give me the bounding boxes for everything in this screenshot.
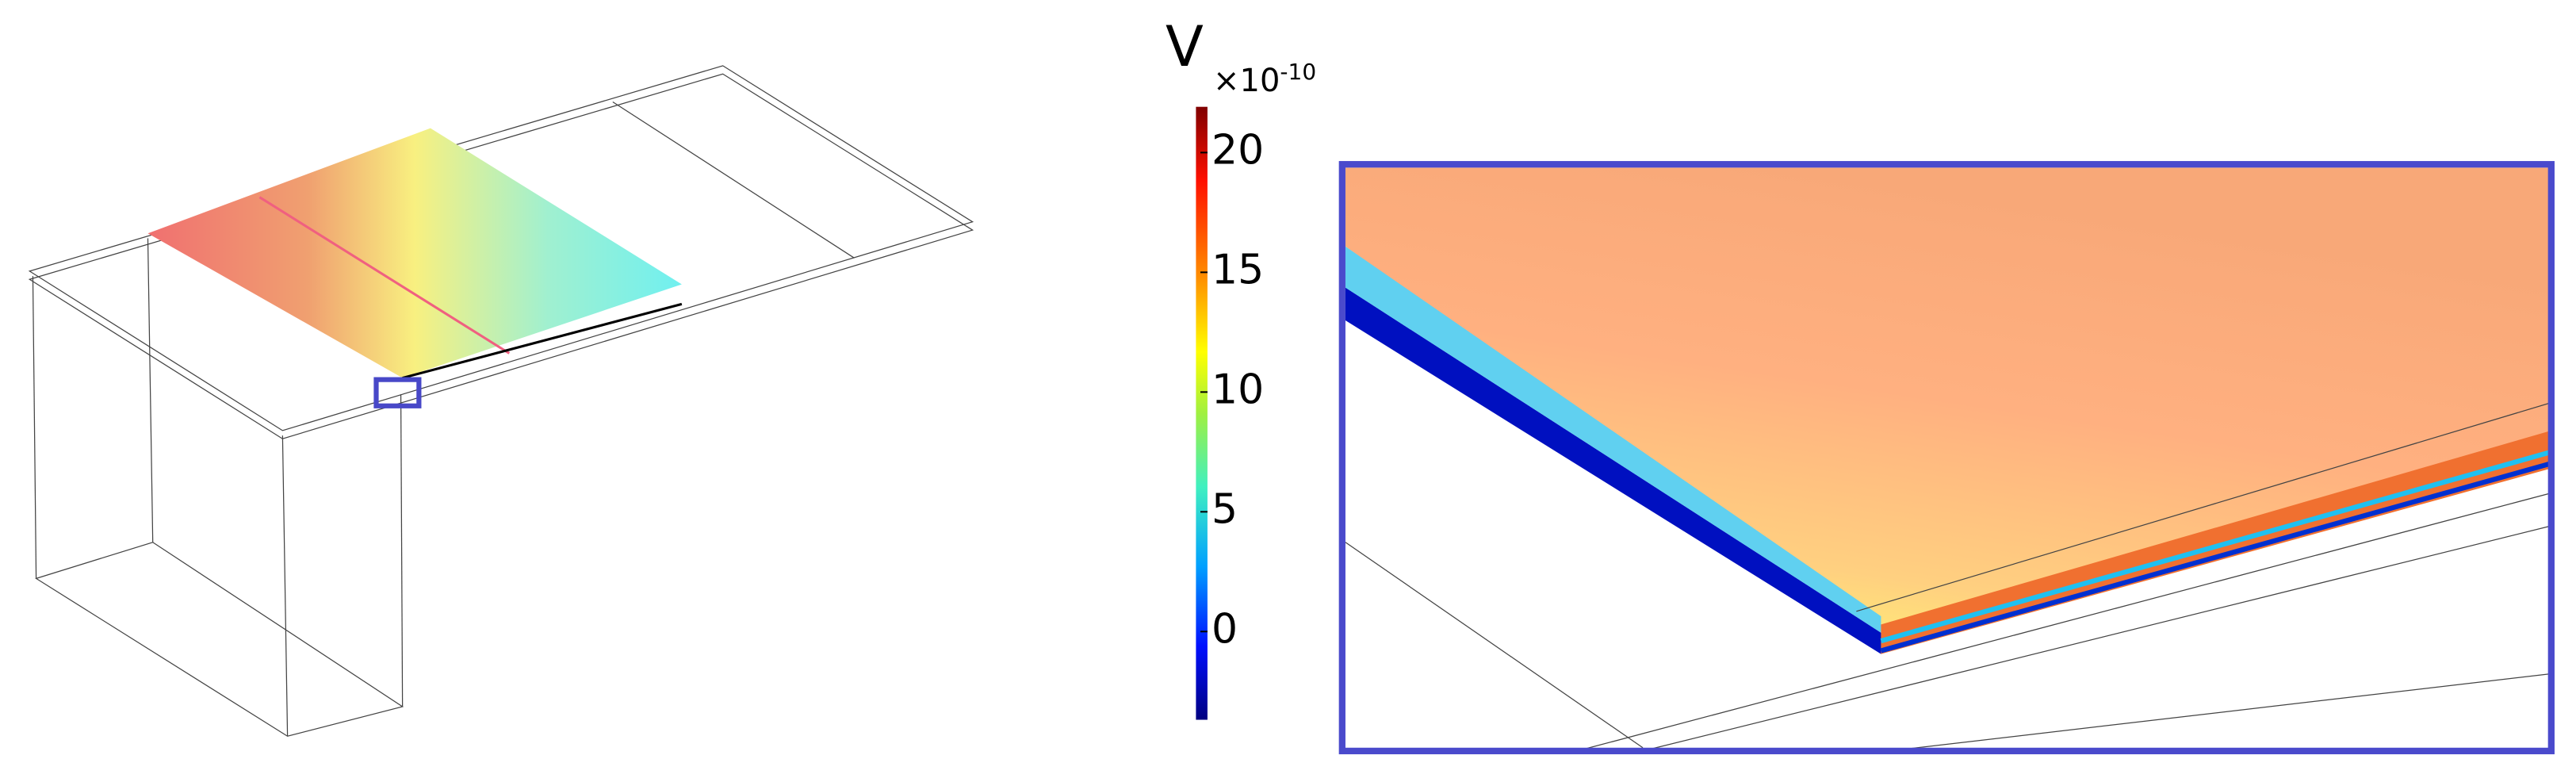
colorbar-tick-label: 20 [1211, 126, 1264, 174]
colorbar-multiplier: ×10-10 [1213, 59, 1316, 99]
colorbar-tick-label: 15 [1211, 246, 1264, 293]
colorbar-tick-label: 10 [1211, 366, 1264, 413]
wireframe [28, 65, 2555, 755]
multiplier-exponent: -10 [1280, 59, 1316, 85]
sheet [147, 128, 682, 378]
multiplier-base: ×10 [1213, 63, 1280, 99]
colorbar-tick-label: 5 [1211, 485, 1238, 533]
colorbar-tick-label: 0 [1211, 605, 1238, 653]
colorbar [1196, 106, 1208, 720]
zoom-marker [373, 377, 422, 408]
inset [1338, 161, 2555, 755]
colorbar-label: V [1166, 14, 1204, 79]
